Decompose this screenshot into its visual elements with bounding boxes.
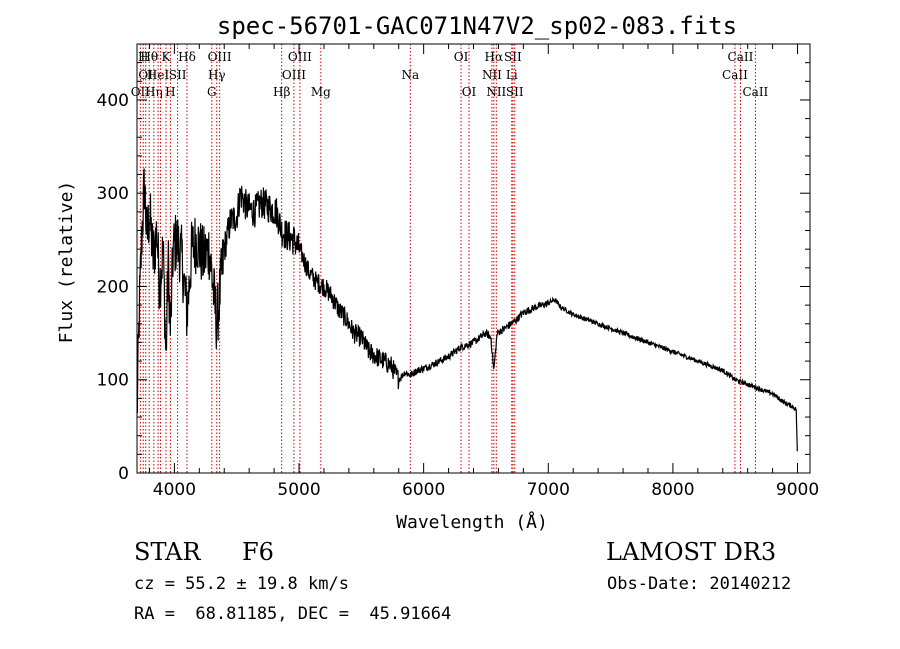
line-marker-label: SII <box>506 85 524 99</box>
y-tick-label: 200 <box>97 277 129 297</box>
survey-name: LAMOST DR3 <box>606 538 777 566</box>
line-marker-label: CaII <box>728 50 754 64</box>
x-axis-label: Wavelength (Å) <box>396 511 548 533</box>
y-tick-label: 0 <box>118 464 129 484</box>
line-marker-label: OIII <box>288 50 312 64</box>
line-marker-label: OI <box>462 85 477 99</box>
line-marker-label: HeI <box>147 68 170 82</box>
line-marker-label: Hα <box>485 50 504 64</box>
object-class: STAR <box>134 538 201 566</box>
line-marker-label: G <box>207 85 217 99</box>
line-marker-label: Li <box>506 68 518 82</box>
line-marker-label: OIII <box>282 68 306 82</box>
chart-title: spec-56701-GAC071N47V2_sp02-083.fits <box>217 12 737 40</box>
line-marker-label: SII <box>504 50 522 64</box>
line-marker-label: OI <box>454 50 469 64</box>
line-marker-label: CaII <box>742 85 768 99</box>
axes: 4000 5000 6000 7000 8000 9000 0 100 200 300 400 <box>97 43 819 500</box>
y-tick-label: 100 <box>97 371 129 391</box>
line-marker-label: SII <box>169 68 187 82</box>
y-tick-label: 300 <box>97 184 129 204</box>
x-tick-label: 4000 <box>153 480 196 500</box>
coordinates: RA = 68.81185, DEC = 45.91664 <box>134 604 452 624</box>
line-marker-label: NII <box>482 68 502 82</box>
line-marker-label: Hδ <box>178 50 196 64</box>
line-marker-label: Hη <box>145 85 163 99</box>
y-axis-label: Flux (relative) <box>56 181 77 344</box>
line-marker-label: OII <box>131 85 151 99</box>
line-marker-label: H <box>165 85 175 99</box>
line-marker-label: K <box>162 50 172 64</box>
x-tick-label: 6000 <box>402 480 445 500</box>
line-marker-label: Hθ <box>140 50 158 64</box>
line-marker-label: NII <box>486 85 506 99</box>
x-tick-label: 9000 <box>776 480 819 500</box>
line-marker-label: Mg <box>311 85 331 99</box>
line-marker-label: H <box>138 50 148 64</box>
x-tick-label: 7000 <box>527 480 570 500</box>
object-subclass: F6 <box>242 538 274 566</box>
redshift-value: cz = 55.2 ± 19.8 km/s <box>134 574 349 594</box>
spectrum-line <box>136 168 798 452</box>
line-marker-label: Hγ <box>208 68 226 82</box>
line-marker-label: OIII <box>208 50 232 64</box>
observation-date: Obs-Date: 20140212 <box>607 574 792 594</box>
plot-frame <box>136 43 811 474</box>
line-marker-label: CaII <box>722 68 748 82</box>
line-marker-layer: OIIHOIHθHηHeIKHSIIHδGHγOIIIHβOIIIOIIIMgN… <box>131 44 769 473</box>
line-marker-label: Na <box>401 68 419 82</box>
x-tick-label: 5000 <box>277 480 320 500</box>
y-tick-label: 400 <box>97 91 129 111</box>
line-marker-label: Hβ <box>273 85 290 99</box>
x-tick-label: 8000 <box>651 480 694 500</box>
line-marker-label: OI <box>138 68 153 82</box>
